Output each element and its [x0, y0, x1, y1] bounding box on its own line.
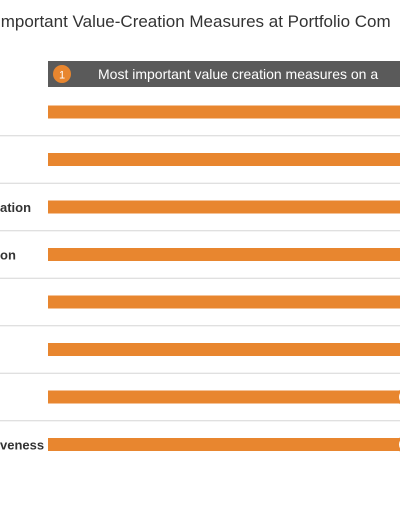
- column-header-label: Most important value creation measures o…: [98, 66, 378, 82]
- column-header-badge: [53, 65, 71, 83]
- category-label: veness: [0, 438, 44, 453]
- bar: [48, 153, 400, 166]
- bar: [48, 390, 400, 404]
- bar: [48, 295, 400, 309]
- bars-group: ation on veness: [0, 105, 400, 453]
- category-label: ation: [0, 200, 31, 215]
- chart-title: Important Value-Creation Measures at Por…: [0, 12, 391, 31]
- column-header-bar: [48, 61, 400, 87]
- column-header-badge-number: 1: [59, 70, 65, 82]
- category-label: on: [0, 248, 16, 263]
- bar: [48, 105, 400, 119]
- column-header: 1 Most important value creation measures…: [48, 61, 400, 87]
- bar: [48, 438, 400, 451]
- bar: [48, 248, 400, 261]
- bar: [48, 343, 400, 356]
- bar: [48, 200, 400, 214]
